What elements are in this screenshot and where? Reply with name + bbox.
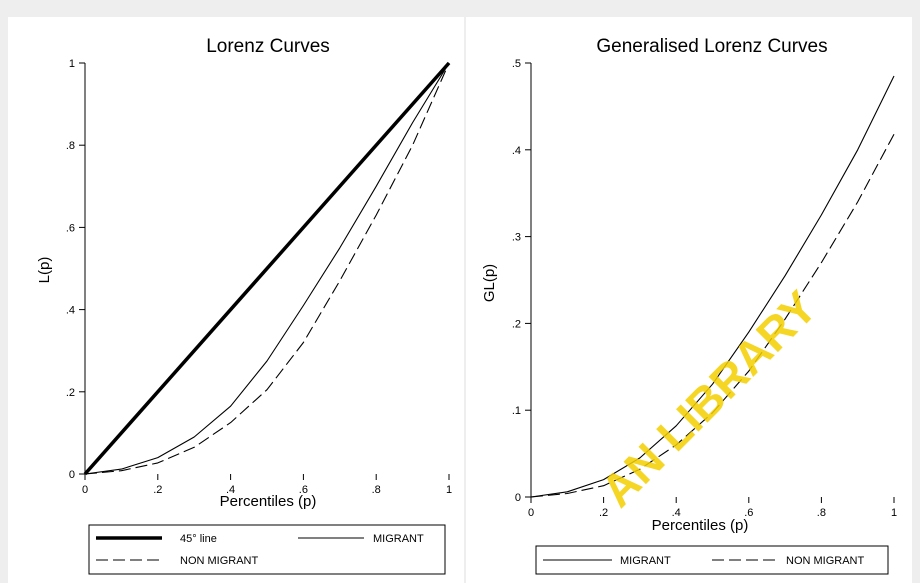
series-line-non-migrant: [530, 133, 895, 498]
series-line-migrant: [530, 75, 895, 498]
x-axis-label: Percentiles (p): [220, 493, 317, 510]
right-panel: [466, 17, 912, 583]
x-tick-label: .8: [372, 484, 381, 496]
x-tick-label: .6: [744, 507, 753, 519]
x-tick-label: 0: [528, 507, 534, 519]
lorenz-chart: Lorenz Curves L(p) Percentiles (p) 0 .2 .4…: [36, 36, 452, 575]
y-tick-label: .4: [66, 305, 75, 317]
chart-title: Generalised Lorenz Curves: [596, 36, 827, 57]
x-tick-label: .2: [153, 484, 162, 496]
legend-box: [88, 524, 446, 575]
y-tick-label: .2: [512, 318, 521, 330]
generalised-lorenz-chart: Generalised Lorenz Curves GL(p) Percenti…: [481, 36, 897, 575]
x-axis-label: Percentiles (p): [652, 517, 749, 534]
y-tick-label: 0: [515, 492, 521, 504]
y-tick-label: .2: [66, 387, 75, 399]
x-tick-label: 1: [891, 507, 897, 519]
series-line-45-line: [83, 61, 451, 476]
legend-label-non-migrant: NON MIGRANT: [786, 555, 865, 567]
x-tick-label: 0: [82, 484, 88, 496]
y-tick-label: .1: [512, 405, 521, 417]
y-axis-label: L(p): [36, 257, 53, 284]
x-tick-label: .4: [672, 507, 681, 519]
axis-ticks: 0 .2 .4 .6 .8 1 0 .2 .4 .6 .8 1: [66, 58, 452, 496]
x-tick-label: .4: [226, 484, 235, 496]
x-tick-label: .8: [817, 507, 826, 519]
y-tick-label: 1: [69, 58, 75, 70]
y-axis-label: GL(p): [481, 264, 498, 302]
chart-title: Lorenz Curves: [206, 36, 330, 57]
y-tick-label: .4: [512, 145, 521, 157]
legend-label-45-line: 45° line: [180, 533, 217, 545]
legend-label-migrant: MIGRANT: [373, 533, 424, 545]
series-line-non-migrant: [84, 62, 450, 475]
left-panel: [8, 17, 464, 583]
axis-ticks: 0 .1 .2 .3 .4 .5 0 .2 .4 .6 .8 1: [512, 58, 897, 519]
y-tick-label: .8: [66, 140, 75, 152]
series-lines: [530, 75, 895, 498]
y-tick-label: .5: [512, 58, 521, 70]
x-tick-label: 1: [446, 484, 452, 496]
x-tick-label: .6: [299, 484, 308, 496]
series-line-migrant: [84, 62, 450, 475]
y-tick-label: .6: [66, 222, 75, 234]
y-tick-label: .3: [512, 232, 521, 244]
series-lines: [83, 61, 451, 476]
legend-label-migrant: MIGRANT: [620, 555, 671, 567]
legend-label-non-migrant: NON MIGRANT: [180, 555, 259, 567]
legend-box: [535, 545, 889, 575]
y-tick-label: 0: [69, 469, 75, 481]
x-tick-label: .2: [599, 507, 608, 519]
